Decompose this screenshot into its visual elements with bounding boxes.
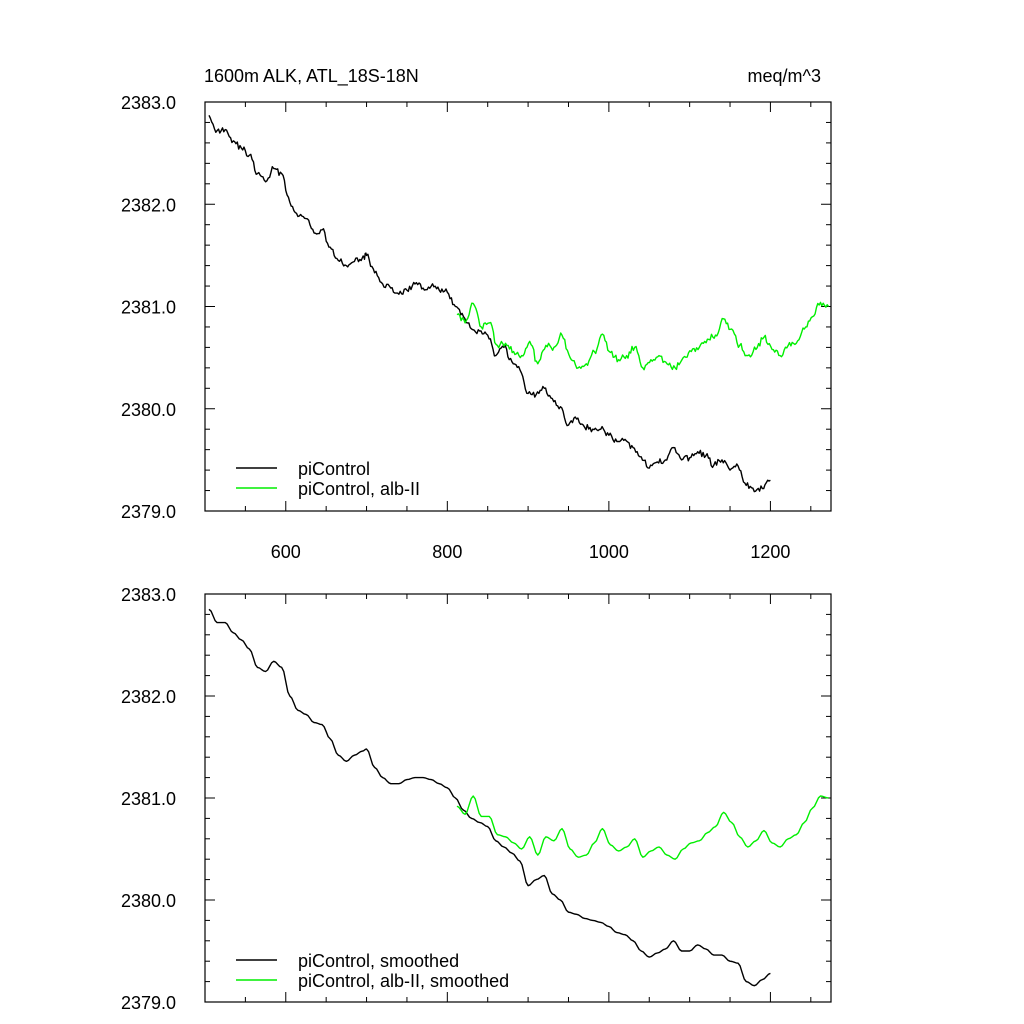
bottom-panel: 2383.0 2382.0 2381.0 2380.0 2379.0 piControl… <box>121 585 832 1013</box>
bottom-y-tick-label: 2383.0 <box>121 585 176 605</box>
top-x-tick-label: 600 <box>271 542 301 562</box>
top-y-tick-labels: 2383.0 2382.0 2381.0 2380.0 2379.0 <box>121 93 176 522</box>
top-x-tick-label: 1200 <box>750 542 790 562</box>
bottom-series-group <box>208 608 829 987</box>
top-y-tick-label: 2382.0 <box>121 195 176 215</box>
bottom-plot-frame <box>204 593 832 1003</box>
units-label: meq/m^3 <box>748 66 821 86</box>
top-x-tick-labels: 600 800 1000 1200 <box>271 542 791 562</box>
top-series-line-picontrol <box>208 115 771 493</box>
bottom-ticks <box>205 593 831 1003</box>
bottom-y-tick-label: 2382.0 <box>121 687 176 707</box>
bottom-y-tick-label: 2381.0 <box>121 789 176 809</box>
top-series-group <box>208 115 830 493</box>
legend-label: piControl, alb-II, smoothed <box>298 971 509 991</box>
bottom-y-tick-label: 2379.0 <box>121 993 176 1013</box>
top-y-tick-label: 2381.0 <box>121 298 176 318</box>
top-x-tick-label: 1000 <box>589 542 629 562</box>
bottom-y-tick-labels: 2383.0 2382.0 2381.0 2380.0 2379.0 <box>121 585 176 1013</box>
top-x-tick-label: 800 <box>432 542 462 562</box>
top-y-tick-label: 2380.0 <box>121 400 176 420</box>
bottom-series-line-picontrol-alb-ii-smoothed <box>456 795 829 860</box>
legend-label: piControl <box>298 459 370 479</box>
top-y-tick-label: 2383.0 <box>121 93 176 113</box>
top-plot-frame <box>204 101 832 512</box>
bottom-y-tick-label: 2380.0 <box>121 891 176 911</box>
top-y-tick-label: 2379.0 <box>121 502 176 522</box>
top-panel: 1600m ALK, ATL_18S-18N meq/m^3 600 800 100… <box>121 66 832 562</box>
top-series-line-picontrol-alb-ii <box>456 301 830 371</box>
bottom-series-line-picontrol-smoothed <box>208 608 771 987</box>
top-ticks <box>205 101 831 512</box>
legend-label: piControl, smoothed <box>298 951 459 971</box>
legend-label: piControl, alb-II <box>298 479 420 499</box>
chart-title: 1600m ALK, ATL_18S-18N <box>204 66 419 87</box>
